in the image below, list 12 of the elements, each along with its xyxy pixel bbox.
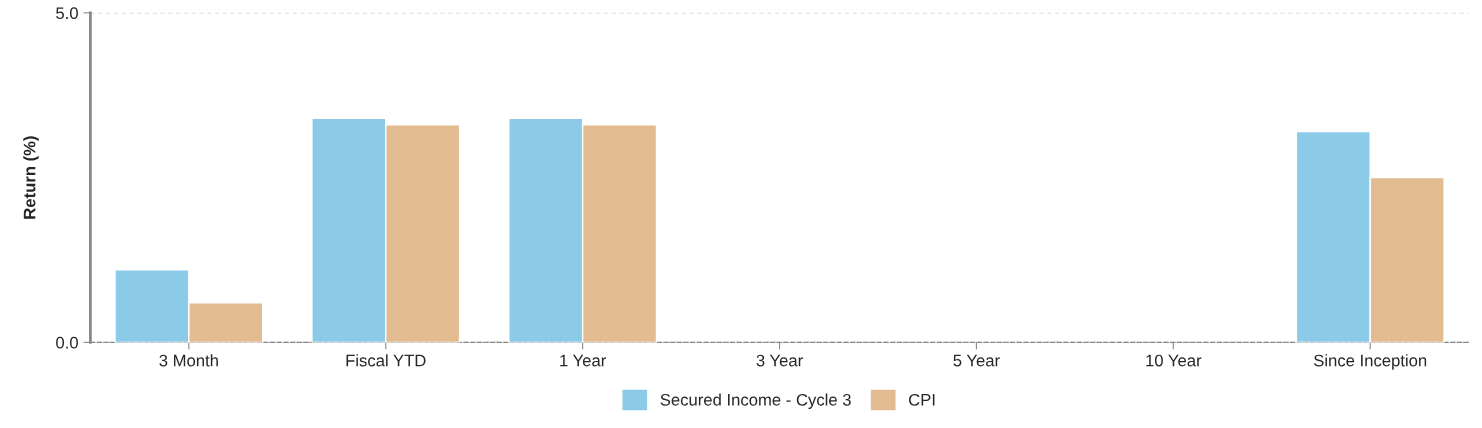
x-tick-label: Since Inception xyxy=(1313,354,1427,370)
x-tick-label: 5 Year xyxy=(953,354,1000,367)
x-tick-label: 10 Year xyxy=(1146,354,1202,367)
y-tick-label: 0.0 xyxy=(56,336,78,349)
x-tick-label: 3 Month xyxy=(159,354,218,367)
legend-label: Secured Income - Cycle 3 xyxy=(660,393,851,409)
y-tick-label: 5.0 xyxy=(56,7,78,20)
y-axis-title: Return (%) xyxy=(23,136,39,219)
x-tick-label: 3 Year xyxy=(756,354,803,367)
legend-label: CPI xyxy=(909,393,935,406)
x-tick-label: Fiscal YTD xyxy=(346,354,426,367)
x-tick-label: 1 Year xyxy=(560,354,607,367)
